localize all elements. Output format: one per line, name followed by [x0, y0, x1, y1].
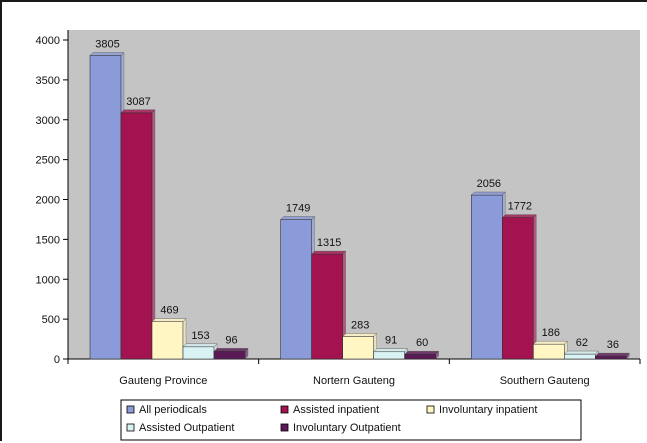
legend-swatch: [280, 405, 289, 414]
data-label: 2056: [477, 178, 501, 190]
data-label: 91: [385, 335, 397, 347]
y-tick-label: 2500: [36, 155, 60, 167]
y-tick-label: 2000: [36, 195, 60, 207]
data-label: 96: [225, 334, 237, 346]
bar: [213, 351, 246, 360]
data-label: 283: [351, 319, 369, 331]
category-label: Nortern Gauteng: [313, 375, 395, 387]
bar-top: [120, 109, 156, 114]
data-label: 1749: [286, 203, 310, 215]
legend-label: Assisted Outpatient: [139, 422, 234, 434]
bar: [595, 355, 627, 360]
bar: [182, 346, 215, 360]
bar: [280, 219, 312, 360]
legend-swatch: [126, 405, 135, 414]
bar-top: [311, 250, 347, 255]
data-label: 3087: [126, 96, 150, 108]
bar: [533, 343, 565, 360]
bar: [89, 55, 122, 360]
data-label: 186: [542, 327, 560, 339]
legend-swatch: [280, 423, 289, 432]
legend: [120, 399, 582, 441]
bar-top: [342, 333, 378, 337]
bar: [471, 194, 503, 360]
data-label: 153: [191, 330, 209, 342]
legend-swatch: [426, 405, 435, 414]
category-label: Gauteng Province: [119, 375, 207, 387]
data-label: 1772: [508, 201, 532, 213]
bar: [120, 112, 153, 360]
category-label: Southern Gauteng: [500, 375, 590, 387]
bar-top: [373, 348, 409, 352]
bar: [373, 351, 405, 360]
bar-top: [404, 351, 440, 355]
bar-top: [89, 52, 125, 56]
legend-swatch: [126, 423, 135, 432]
legend-label: Assisted inpatient: [293, 404, 379, 416]
y-tick-label: 0: [54, 354, 60, 366]
bar-side: [533, 214, 537, 360]
plot-area: [68, 30, 640, 359]
bar: [311, 253, 343, 360]
legend-label: All periodicals: [139, 404, 207, 416]
data-label: 62: [576, 337, 588, 349]
legend-label: Involuntary inpatient: [439, 404, 537, 416]
bar-top: [151, 318, 187, 322]
data-label: 60: [416, 337, 428, 349]
bar: [151, 321, 184, 360]
y-tick-label: 3000: [36, 115, 60, 127]
data-label: 469: [160, 305, 178, 317]
bar-top: [470, 191, 506, 196]
y-tick-label: 1000: [36, 274, 60, 286]
bar: [502, 217, 534, 360]
bar-top: [280, 216, 316, 220]
y-tick-label: 500: [42, 314, 60, 326]
bar-top: [182, 343, 218, 347]
bar: [404, 353, 436, 360]
data-label: 3805: [95, 39, 119, 51]
y-tick-label: 4000: [36, 35, 60, 47]
bar-top: [563, 350, 599, 355]
data-label: 36: [607, 339, 619, 351]
legend-label: Involuntary Outpatient: [293, 422, 401, 434]
data-label: 1315: [317, 237, 341, 249]
bar-top: [501, 214, 537, 218]
y-tick-label: 1500: [36, 234, 60, 246]
bar: [564, 353, 596, 360]
bar-top: [532, 340, 568, 345]
bar: [342, 336, 374, 360]
bar-top: [594, 352, 630, 357]
y-tick-label: 3500: [36, 75, 60, 87]
bar-top: [213, 348, 249, 352]
